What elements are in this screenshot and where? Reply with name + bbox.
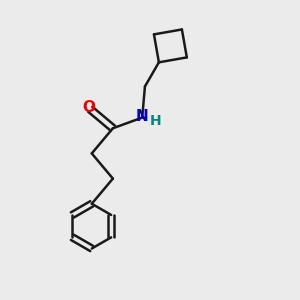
Text: H: H [150,114,161,128]
Text: N: N [136,109,148,124]
Text: O: O [82,100,95,115]
